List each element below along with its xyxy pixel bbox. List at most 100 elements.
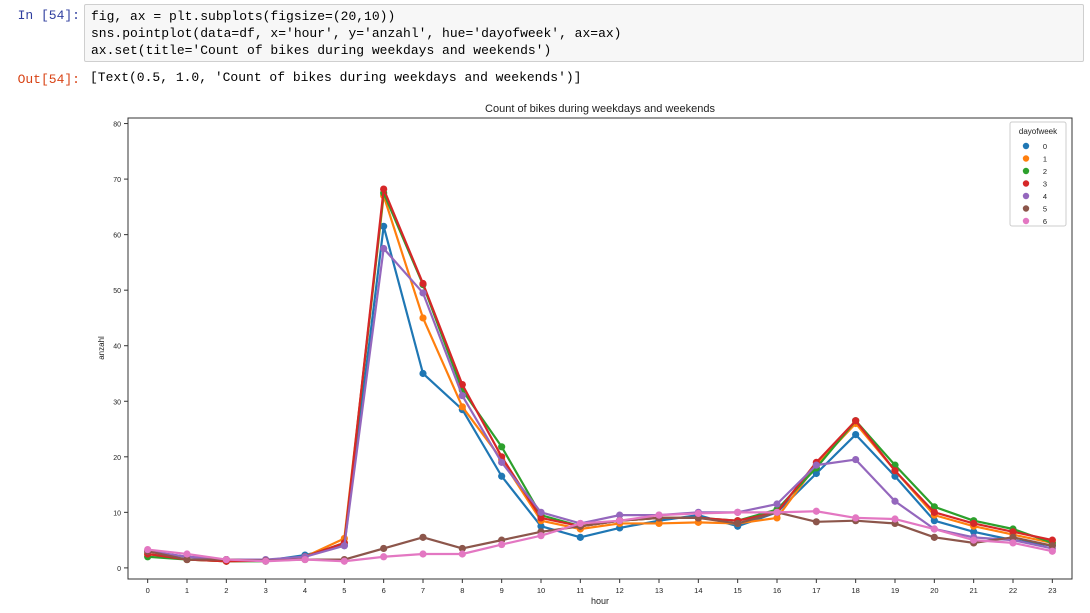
legend-entry-label: 0 <box>1043 142 1047 151</box>
x-axis-label: hour <box>591 596 609 606</box>
y-tick-label: 60 <box>113 233 121 240</box>
legend-marker <box>1022 167 1030 175</box>
legend-marker <box>1022 142 1030 150</box>
data-point <box>1009 528 1017 536</box>
series-layer <box>144 185 1056 565</box>
code-editor[interactable]: fig, ax = plt.subplots(figsize=(20,10)) … <box>84 4 1084 62</box>
x-tick-label: 8 <box>460 586 464 595</box>
series-6 <box>144 507 1056 565</box>
data-point <box>694 509 702 518</box>
x-axis: 0 1 2 3 4 5 6 7 8 9 10 11 12 13 14 15 16 17 18 19 20 21 22 23 <box>146 579 1057 595</box>
x-tick-label: 9 <box>500 586 504 595</box>
data-point <box>970 519 978 528</box>
data-point <box>1048 542 1056 550</box>
x-tick-label: 15 <box>733 586 741 595</box>
data-point <box>380 222 388 230</box>
data-point <box>183 550 191 558</box>
y-axis-label: anzahl <box>97 336 106 360</box>
data-point <box>773 508 781 516</box>
data-point <box>852 430 860 439</box>
data-point <box>380 185 388 193</box>
input-cell: In [54]: fig, ax = plt.subplots(figsize=… <box>0 0 1090 64</box>
data-point <box>970 528 978 536</box>
data-point <box>498 540 506 549</box>
x-tick-label: 2 <box>224 586 228 595</box>
legend-entry-label: 4 <box>1043 192 1047 201</box>
data-point <box>891 467 899 475</box>
data-point <box>419 533 427 541</box>
x-tick-label: 5 <box>342 586 346 595</box>
data-point <box>458 544 466 553</box>
data-point <box>419 289 427 297</box>
legend-marker <box>1022 155 1030 162</box>
data-point <box>930 525 938 533</box>
data-point <box>1048 547 1056 555</box>
data-point <box>1009 539 1017 547</box>
data-point <box>458 403 466 411</box>
x-tick-label: 19 <box>891 586 899 595</box>
input-prompt: In [54]: <box>17 8 80 23</box>
data-point <box>852 455 860 464</box>
data-point <box>812 507 820 515</box>
data-point <box>537 508 545 516</box>
data-point <box>576 519 584 528</box>
output-cell: Out[54]: <box>0 64 1090 613</box>
data-point <box>930 503 938 511</box>
series-line <box>147 225 1053 562</box>
legend-entry-label: 6 <box>1043 217 1047 226</box>
x-tick-label: 22 <box>1009 586 1017 595</box>
data-point <box>458 550 466 558</box>
data-point <box>891 515 899 523</box>
x-tick-label: 12 <box>615 586 623 595</box>
data-point <box>340 557 348 565</box>
data-point <box>458 392 466 400</box>
data-point <box>891 497 899 505</box>
data-point <box>1048 536 1056 544</box>
chart-title: Count of bikes during weekdays and weeke… <box>485 103 715 115</box>
x-tick-label: 3 <box>264 586 268 595</box>
legend-box <box>1009 121 1067 227</box>
x-tick-label: 18 <box>851 586 859 595</box>
x-tick-label: 23 <box>1048 586 1056 595</box>
data-point <box>576 533 584 541</box>
y-tick-label: 30 <box>113 399 121 406</box>
x-tick-label: 1 <box>185 586 189 595</box>
data-point <box>773 500 781 508</box>
data-point <box>1009 533 1017 541</box>
x-tick-label: 14 <box>694 586 702 595</box>
data-point <box>537 522 545 530</box>
y-tick-label: 80 <box>113 122 121 129</box>
x-tick-label: 13 <box>655 586 663 595</box>
legend-marker <box>1022 205 1030 212</box>
data-point <box>262 557 270 565</box>
x-tick-label: 20 <box>930 586 938 595</box>
series-line <box>147 247 1053 561</box>
y-tick-label: 40 <box>113 344 121 351</box>
data-point <box>930 517 938 525</box>
data-point <box>380 553 388 561</box>
code-line-1: fig, ax = plt.subplots(figsize=(20,10)) <box>91 9 396 24</box>
data-point <box>537 514 545 522</box>
data-point <box>498 443 506 451</box>
data-point <box>498 472 506 480</box>
x-tick-label: 17 <box>812 586 820 595</box>
y-tick-label: 0 <box>117 566 121 573</box>
legend-marker <box>1022 180 1030 187</box>
legend-marker <box>1022 192 1030 200</box>
data-point <box>616 511 624 519</box>
legend-entry-label: 2 <box>1043 167 1047 176</box>
data-point <box>183 555 191 564</box>
data-point <box>537 532 545 540</box>
data-point <box>380 544 388 553</box>
code-line-3: ax.set(title='Count of bikes during week… <box>91 43 552 58</box>
legend-entry-label: 5 <box>1043 205 1047 214</box>
data-point <box>419 369 427 378</box>
data-point <box>655 511 663 519</box>
data-point <box>222 555 230 564</box>
data-point <box>891 472 899 480</box>
x-tick-label: 21 <box>969 586 977 595</box>
data-point <box>812 469 820 478</box>
data-point <box>616 517 624 525</box>
data-point <box>812 518 820 526</box>
x-tick-label: 16 <box>773 586 781 595</box>
